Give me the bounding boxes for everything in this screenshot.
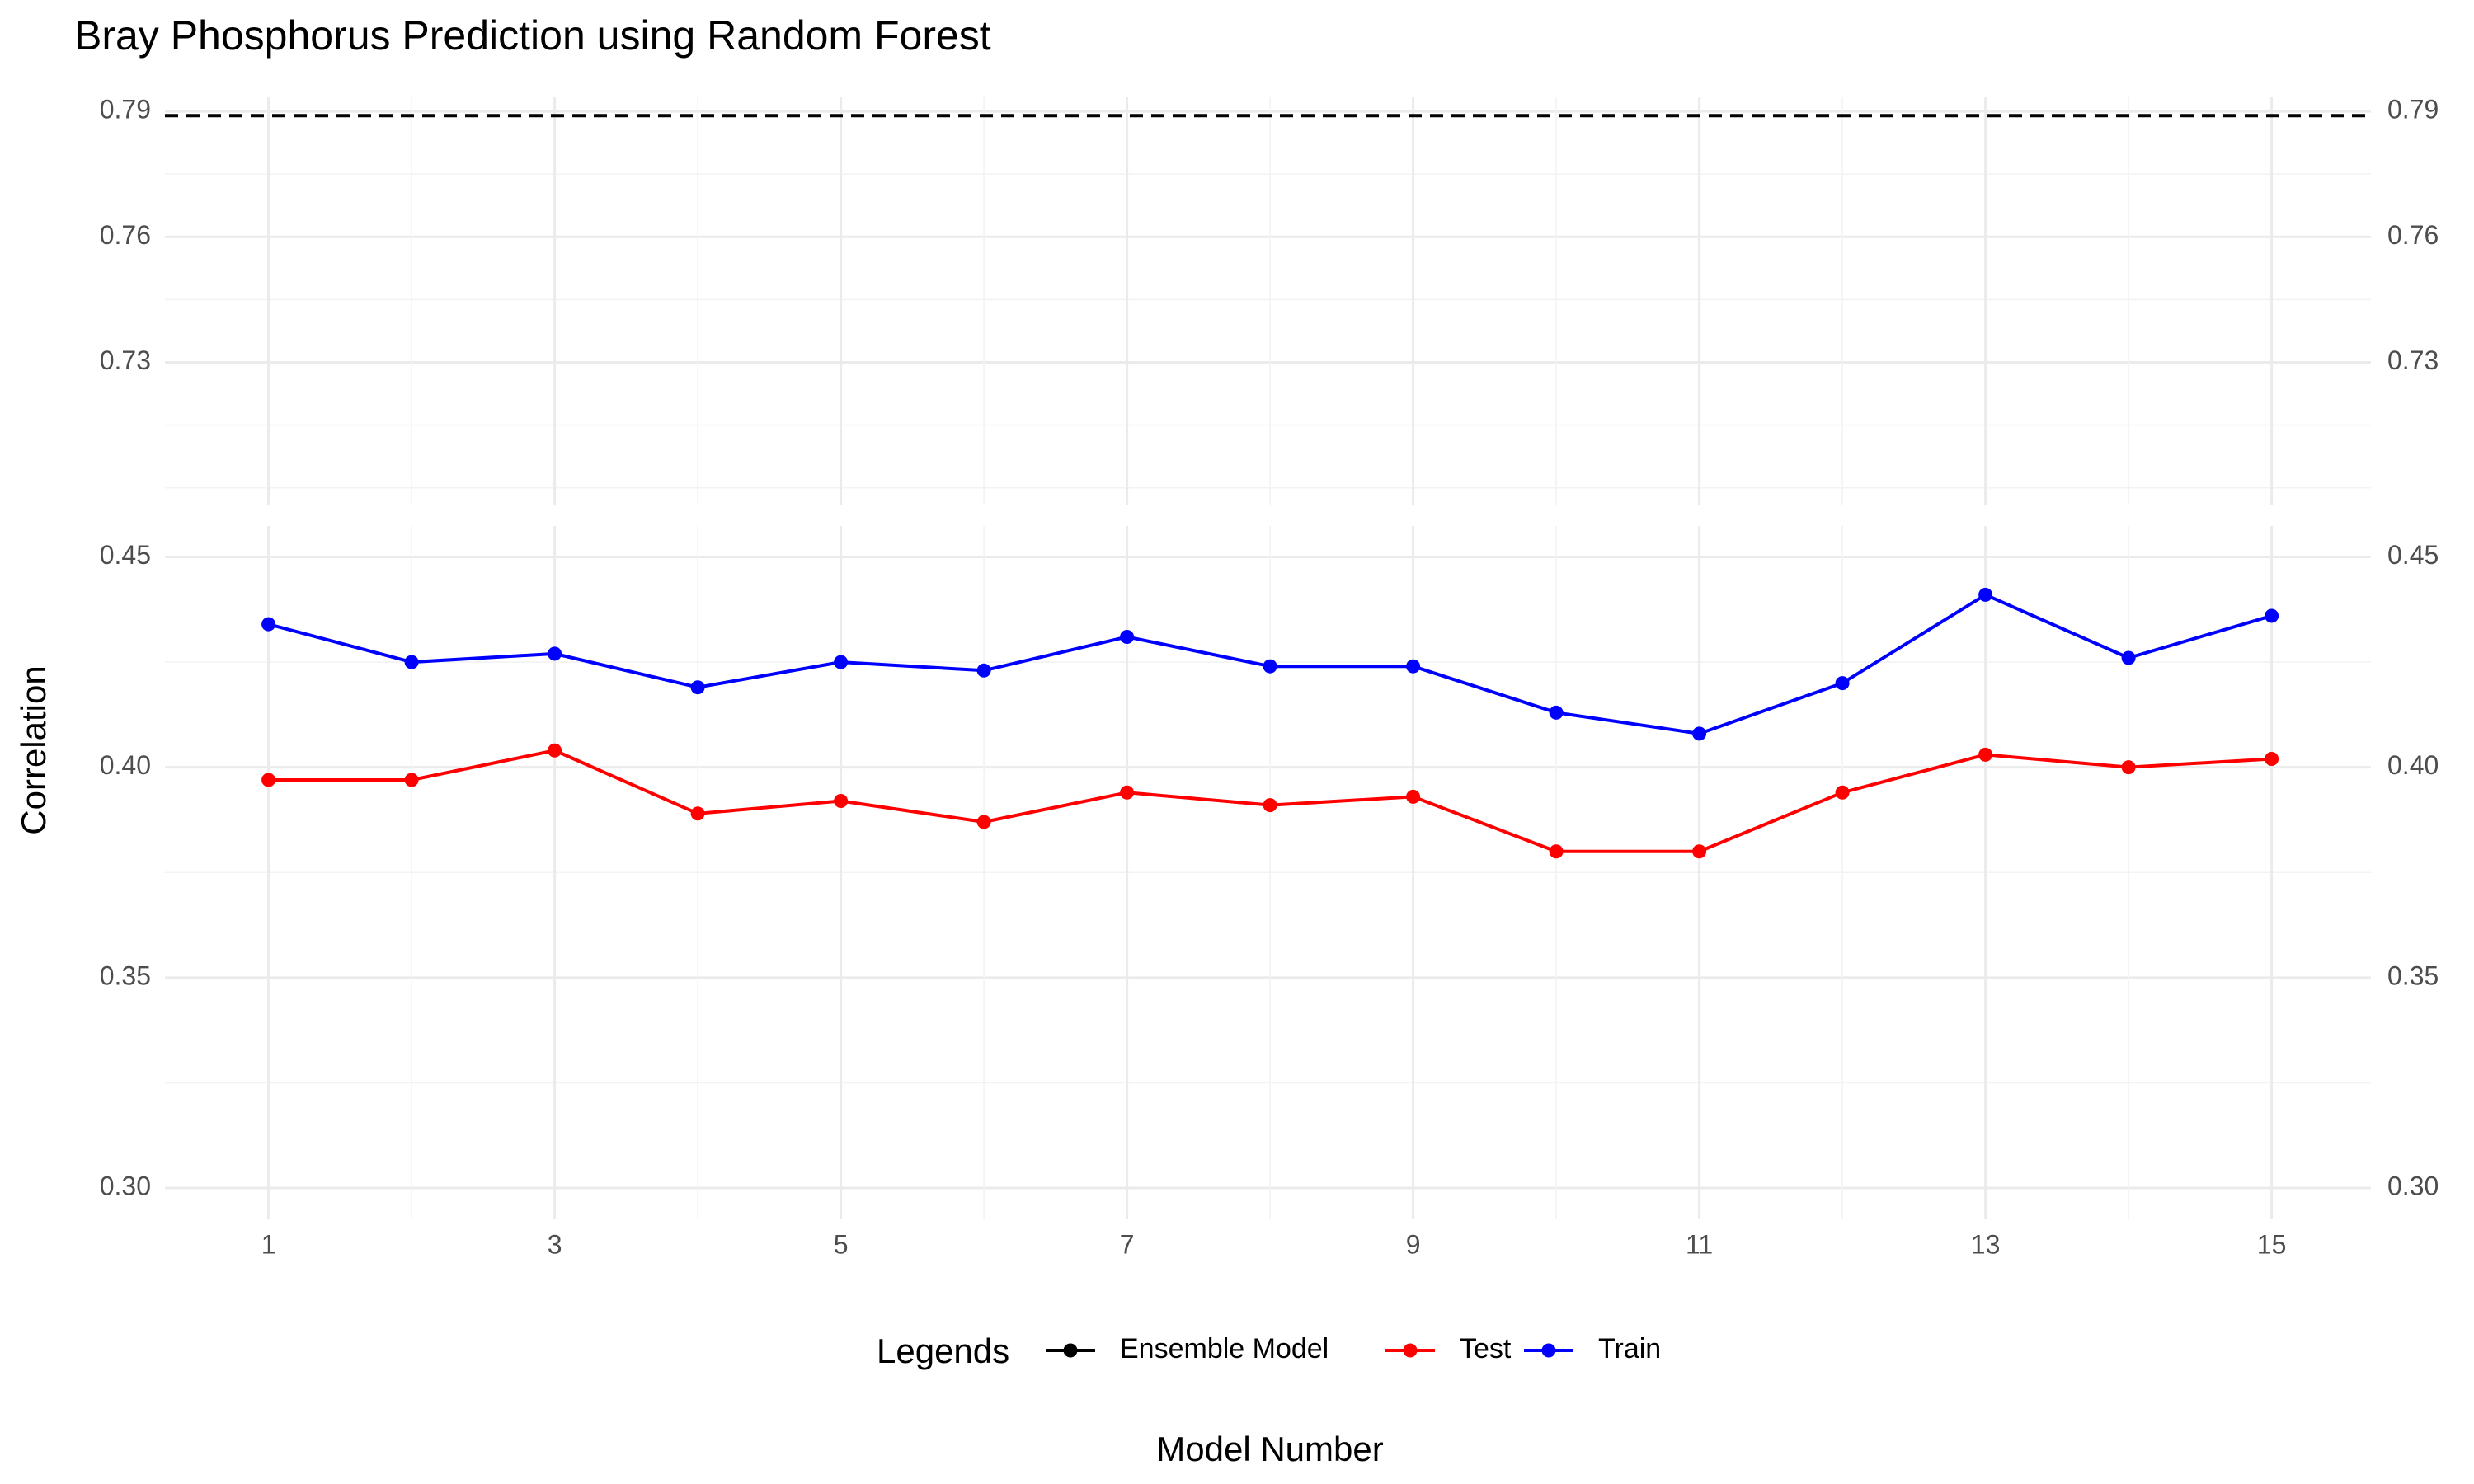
x-tick-label: 11 [1686,1229,1713,1259]
x-tick-label: 13 [1971,1229,2001,1259]
series-layer [261,587,2279,859]
test-data-point [1263,798,1277,813]
train-data-point [1549,705,1564,720]
legend-label-ensemble-model: Ensemble Model [1120,1333,1329,1364]
y-tick-label-right: 0.76 [2387,220,2439,250]
legend-items: Ensemble Model Test Train [1046,1333,1661,1364]
train-data-point [548,646,562,661]
test-data-point [548,743,562,758]
tick-labels: 0.73 0.73 0.76 0.76 0.79 0.79 0.30 0.30 0.35 0.35… [100,95,2439,1260]
x-axis-title: Model Number [1156,1430,1383,1468]
test-data-point [1406,789,1421,804]
x-tick-label: 3 [548,1229,562,1259]
train-data-point [976,663,991,678]
legend-point-train [1541,1343,1556,1358]
y-tick-label-right: 0.30 [2387,1171,2439,1200]
test-data-point [1835,785,1850,800]
chart-title: Bray Phosphorus Prediction using Random … [74,12,991,59]
test-data-point [2265,751,2279,766]
legend-point-ensemble-model [1063,1343,1078,1358]
train-data-point [690,680,705,695]
legend-title: Legends [877,1331,1009,1370]
lower-panel-grid [165,526,2371,1219]
train-data-point [2265,608,2279,623]
y-tick-label-left: 0.30 [100,1171,151,1200]
train-data-point [404,655,419,669]
y-tick-label-left: 0.73 [100,345,151,375]
legend-point-test [1403,1343,1418,1358]
test-data-point [261,773,276,787]
train-data-point [2121,650,2136,665]
test-data-point [404,773,419,787]
train-data-point [1692,726,1707,741]
y-tick-label-right: 0.73 [2387,345,2439,375]
y-axis-title: Correlation [14,665,53,834]
y-tick-label-left: 0.35 [100,960,151,990]
train-data-point [1835,676,1850,691]
test-data-point [2121,760,2136,775]
y-tick-label-right: 0.45 [2387,540,2439,570]
test-data-point [1120,785,1135,800]
x-tick-label: 15 [2257,1229,2287,1259]
x-tick-label: 5 [834,1229,849,1259]
legend-label-test: Test [1460,1333,1512,1364]
test-data-point [690,806,705,821]
legend-label-train: Train [1598,1333,1661,1364]
y-tick-label-left: 0.40 [100,750,151,780]
train-data-point [1263,659,1277,674]
test-data-point [834,793,849,808]
y-tick-label-left: 0.45 [100,540,151,570]
y-tick-label-right: 0.35 [2387,960,2439,990]
y-tick-label-left: 0.76 [100,220,151,250]
test-data-point [1549,844,1564,859]
train-data-point [1120,629,1135,644]
legend: Legends Ensemble Model Test Train [877,1331,1661,1370]
y-tick-label-right: 0.40 [2387,750,2439,780]
x-tick-label: 1 [261,1229,276,1259]
train-data-point [261,617,276,632]
train-data-point [1406,659,1421,674]
x-tick-label: 9 [1406,1229,1421,1259]
y-tick-label-right: 0.79 [2387,95,2439,124]
test-data-point [1692,844,1707,859]
train-data-point [834,655,849,669]
test-data-point [1978,747,1993,762]
test-data-point [976,815,991,829]
y-tick-label-left: 0.79 [100,95,151,124]
train-data-point [1978,587,1993,602]
upper-panel-grid [165,97,2371,505]
x-tick-label: 7 [1120,1229,1135,1259]
